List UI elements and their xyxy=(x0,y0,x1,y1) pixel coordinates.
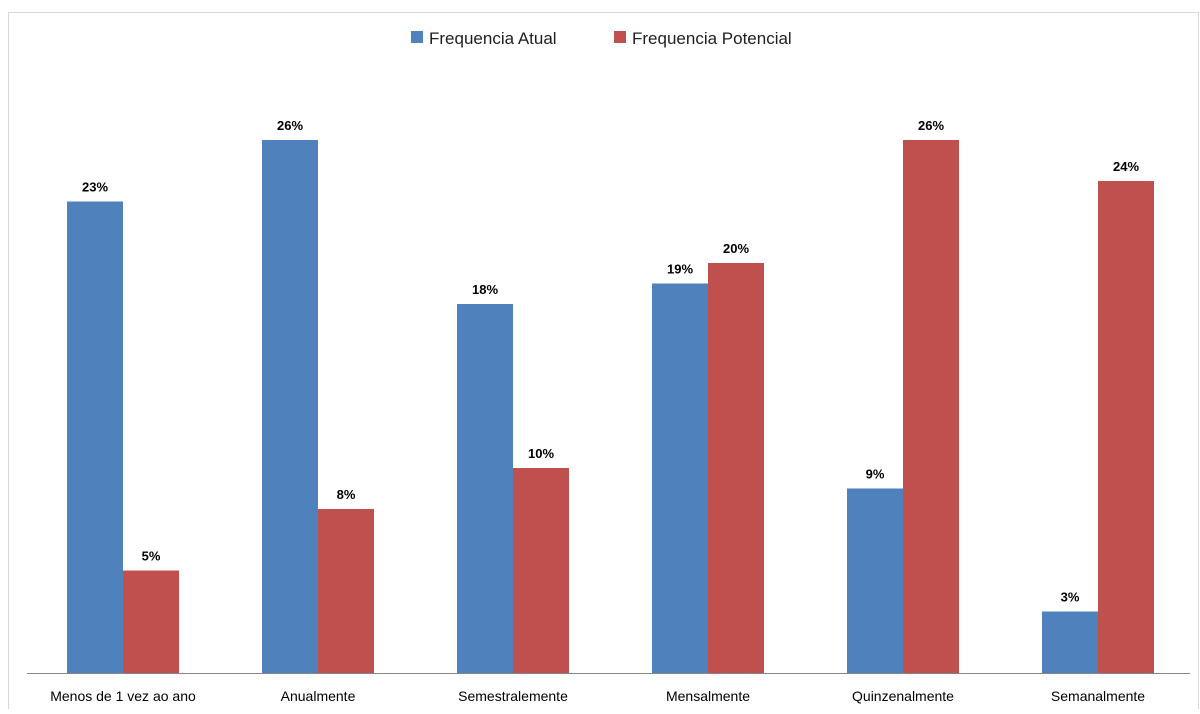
category-label-2: Semestralemente xyxy=(458,688,568,704)
bar-atual-3 xyxy=(652,283,708,673)
category-label-4: Quinzenalmente xyxy=(852,688,954,704)
bar-atual-2 xyxy=(457,304,513,673)
legend: Frequencia Atual Frequencia Potencial xyxy=(411,29,792,48)
data-label-potencial-0: 5% xyxy=(142,549,161,564)
legend-label-atual: Frequencia Atual xyxy=(429,29,557,48)
data-label-atual-0: 23% xyxy=(82,180,108,195)
data-label-atual-5: 3% xyxy=(1061,590,1080,605)
data-labels: 23% 5% 26% 8% 18% 10% 19% 20% 9% 26% 3% 24% xyxy=(82,118,1139,605)
bar-potencial-4 xyxy=(903,140,959,673)
data-label-potencial-1: 8% xyxy=(337,487,356,502)
data-label-potencial-3: 20% xyxy=(723,241,749,256)
legend-swatch-potencial xyxy=(614,31,626,43)
data-label-atual-2: 18% xyxy=(472,282,498,297)
category-label-3: Mensalmente xyxy=(666,688,750,704)
bar-atual-5 xyxy=(1042,611,1098,673)
data-label-atual-4: 9% xyxy=(866,467,885,482)
bar-group xyxy=(67,140,1154,673)
category-label-5: Semanalmente xyxy=(1051,688,1145,704)
category-label-1: Anualmente xyxy=(281,688,356,704)
data-label-atual-3: 19% xyxy=(667,262,693,277)
bar-potencial-2 xyxy=(513,468,569,673)
legend-swatch-atual xyxy=(411,31,423,43)
category-label-0: Menos de 1 vez ao ano xyxy=(50,688,196,704)
category-labels: Menos de 1 vez ao ano Anualmente Semestral… xyxy=(50,688,1145,704)
legend-label-potencial: Frequencia Potencial xyxy=(632,29,792,48)
data-label-potencial-2: 10% xyxy=(528,446,554,461)
bar-atual-4 xyxy=(847,488,903,673)
data-label-potencial-4: 26% xyxy=(918,118,944,133)
data-label-potencial-5: 24% xyxy=(1113,159,1139,174)
bar-potencial-5 xyxy=(1098,181,1154,673)
chart-frame xyxy=(8,12,1199,714)
bar-atual-0 xyxy=(67,201,123,673)
bar-potencial-0 xyxy=(123,570,179,673)
bar-atual-1 xyxy=(262,140,318,673)
data-label-atual-1: 26% xyxy=(277,118,303,133)
bar-potencial-1 xyxy=(318,509,374,673)
bar-potencial-3 xyxy=(708,263,764,673)
